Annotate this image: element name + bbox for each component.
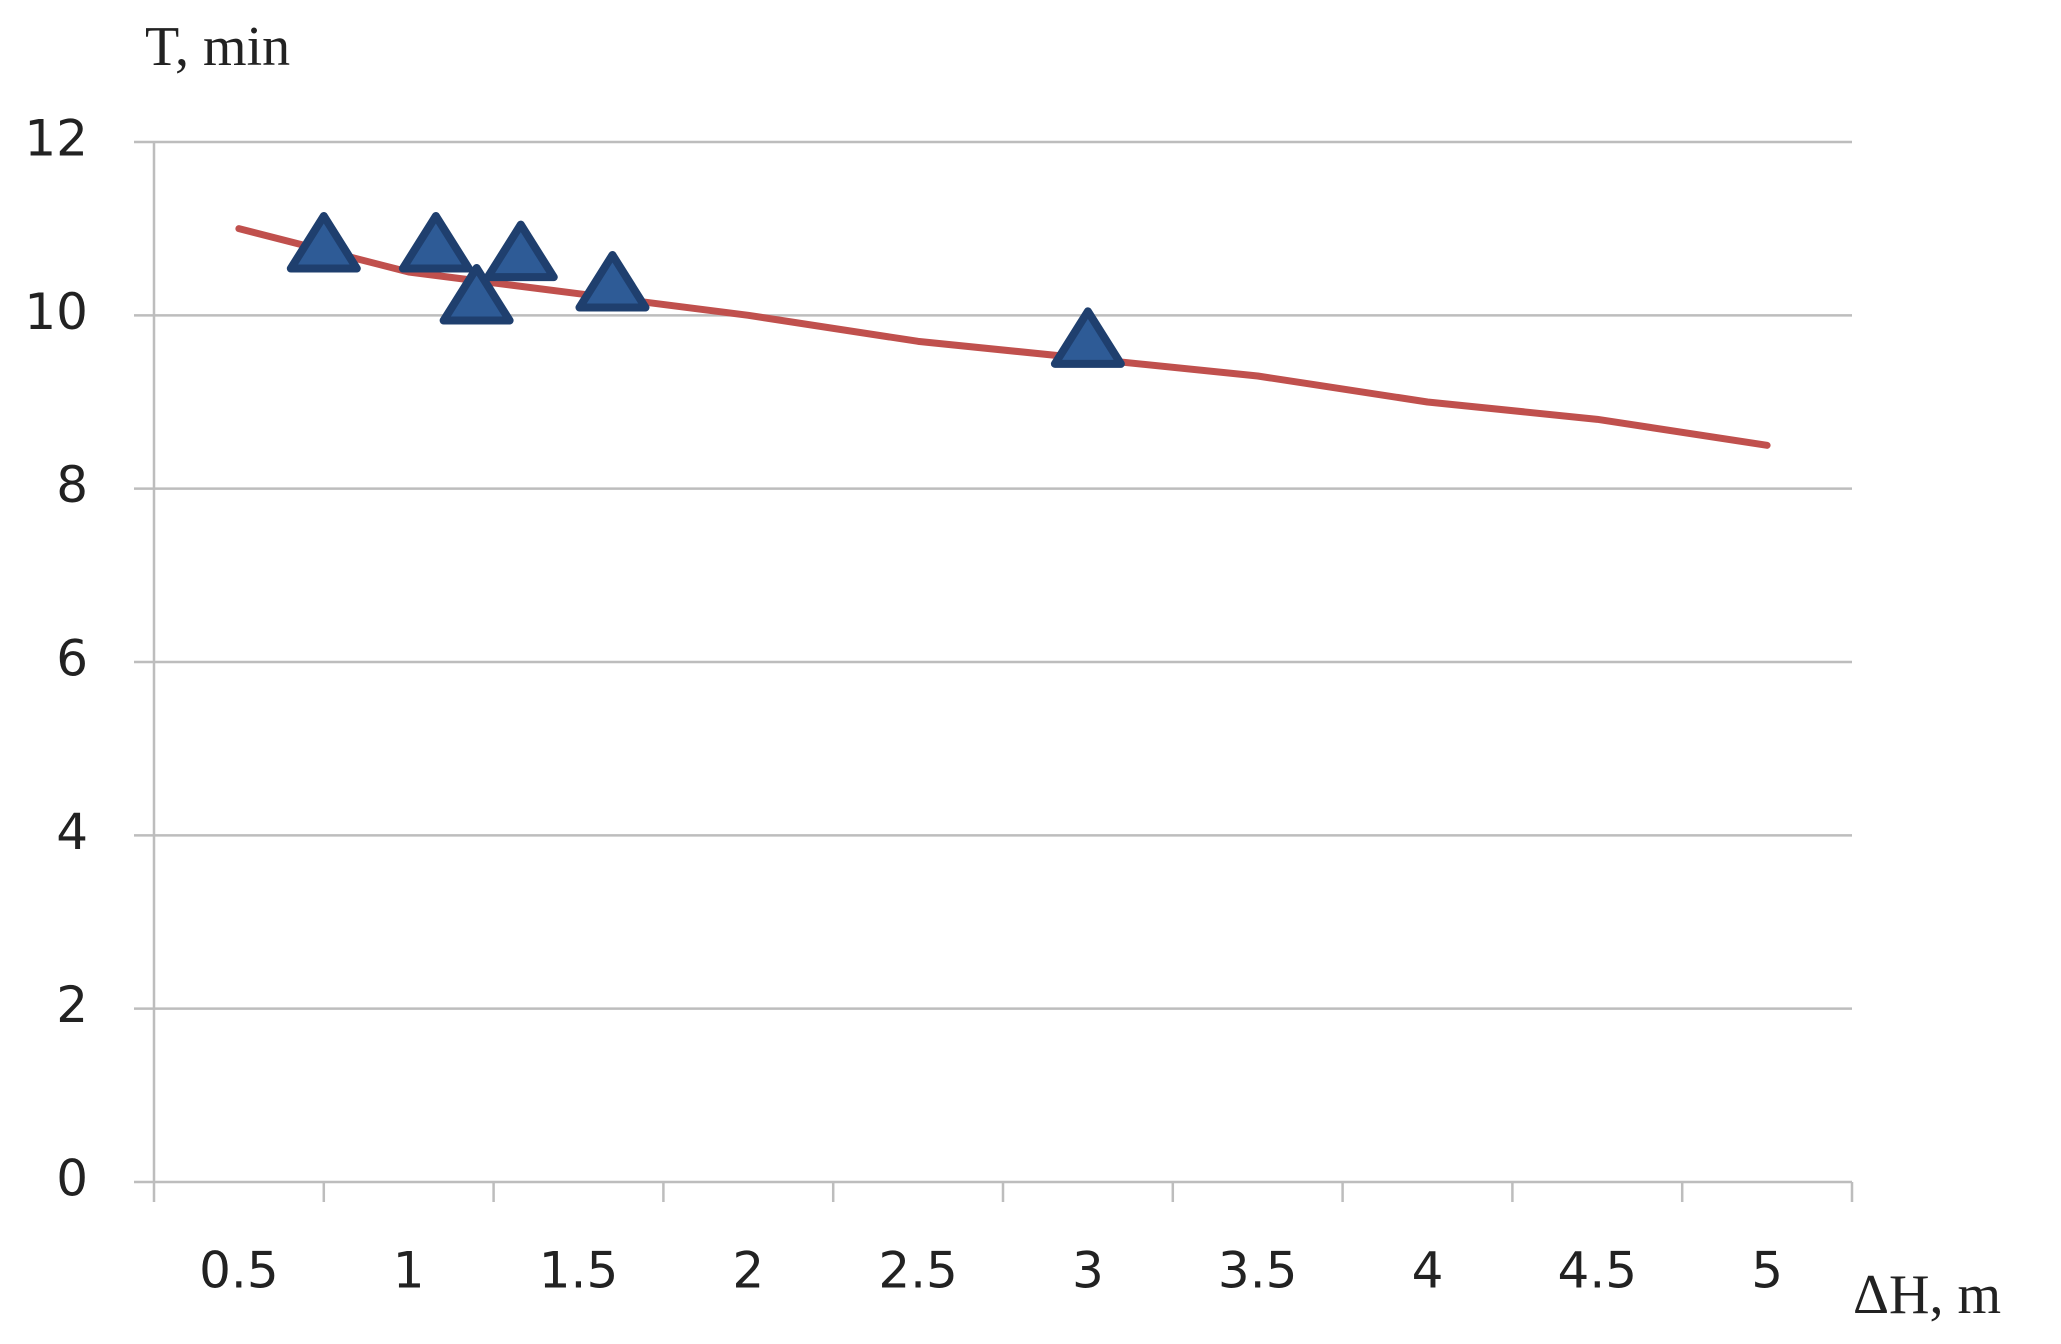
triangle-marker bbox=[575, 251, 650, 312]
y-tick-label: 0 bbox=[56, 1150, 88, 1208]
y-tick-label: 10 bbox=[24, 283, 88, 341]
x-tick-label: 3 bbox=[1072, 1242, 1104, 1300]
x-tick-label: 2.5 bbox=[878, 1242, 958, 1300]
x-axis-label: ΔH, m bbox=[1853, 1264, 2001, 1326]
triangle-marker bbox=[439, 264, 514, 325]
x-tick-label: 2 bbox=[732, 1242, 764, 1300]
x-tick-label: 1.5 bbox=[539, 1242, 619, 1300]
triangle-marker bbox=[398, 212, 473, 273]
x-tick-label: 4.5 bbox=[1558, 1242, 1638, 1300]
y-axis-label: T, min bbox=[145, 16, 290, 78]
y-tick-label: 2 bbox=[56, 976, 88, 1034]
x-tick-label: 0.5 bbox=[199, 1242, 279, 1300]
triangle-marker bbox=[1050, 307, 1125, 368]
trend-line bbox=[235, 225, 1771, 449]
x-tick-label: 3.5 bbox=[1218, 1242, 1298, 1300]
x-tick-label: 5 bbox=[1751, 1242, 1783, 1300]
x-tick-label: 4 bbox=[1412, 1242, 1444, 1300]
y-tick-label: 8 bbox=[56, 456, 88, 514]
triangle-marker bbox=[483, 220, 558, 282]
y-tick-label: 6 bbox=[56, 630, 88, 688]
y-tick-label: 12 bbox=[24, 110, 88, 168]
triangle-marker bbox=[286, 212, 361, 273]
y-tick-label: 4 bbox=[56, 803, 88, 861]
x-tick-label: 1 bbox=[393, 1242, 425, 1300]
